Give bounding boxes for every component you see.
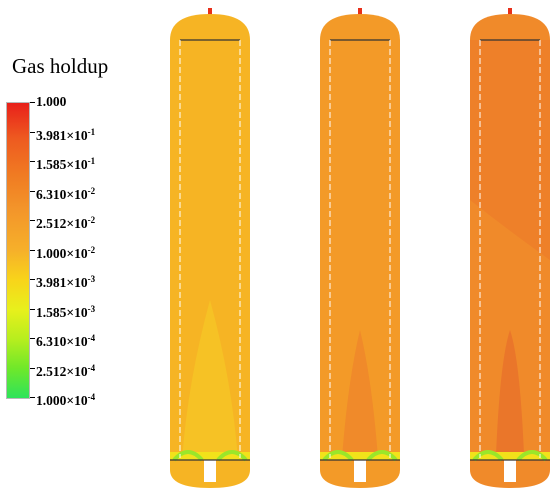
inlet-zone-yellow-2 — [320, 452, 400, 460]
tick-label-base: 2.512×10 — [36, 363, 88, 379]
color-bar-tick — [30, 249, 35, 251]
color-bar-tick-label: 6.310×10-2 — [36, 184, 95, 202]
tick-label-base: 1.000 — [36, 94, 67, 109]
color-bar-tick-label: 2.512×10-2 — [36, 213, 95, 231]
tick-label-base: 3.981×10 — [36, 127, 88, 143]
color-bar-tick-label: 3.981×10-1 — [36, 125, 95, 143]
column-body-1 — [170, 14, 250, 488]
color-bar-tick — [30, 397, 35, 398]
tick-label-base: 1.000×10 — [36, 393, 88, 408]
gas-inlet-2 — [354, 460, 366, 482]
gas-inlet-3 — [504, 460, 516, 482]
color-bar-tick — [30, 367, 35, 369]
tick-label-base: 6.310×10 — [36, 186, 88, 202]
color-bar-tick-label: 2.512×10-4 — [36, 361, 95, 379]
tick-label-exponent: -4 — [87, 333, 96, 343]
tick-label-exponent: -3 — [87, 303, 96, 314]
lower-plume-1 — [182, 300, 238, 460]
reactor-column-3 — [470, 8, 550, 488]
inlet-zone-yellow-1 — [170, 452, 250, 460]
tick-label-exponent: -2 — [87, 185, 96, 196]
gas-outlet-1 — [208, 8, 212, 18]
color-bar-tick-label: 1.000×10-4 — [36, 390, 95, 408]
inlet-zone-yellow-3 — [470, 452, 550, 460]
column-body-2 — [320, 14, 400, 488]
color-bar-tick — [30, 131, 35, 133]
color-bar-tick — [30, 220, 35, 221]
color-bar-tick — [30, 308, 35, 310]
tick-label-exponent: -1 — [87, 126, 96, 137]
color-bar-tick — [30, 161, 35, 162]
lower-plume-2 — [342, 330, 378, 458]
tick-label-base: 3.981×10 — [36, 275, 88, 290]
color-bar-tick — [30, 279, 35, 280]
legend-title: Gas holdup — [12, 54, 109, 78]
tick-label-exponent: -1 — [87, 156, 96, 166]
lower-plume-3 — [496, 330, 524, 455]
tick-label-base: 1.585×10 — [36, 304, 88, 320]
gas-outlet-3 — [508, 8, 512, 18]
color-bar-tick-label: 1.585×10-1 — [36, 154, 95, 172]
color-bar-tick — [30, 338, 35, 339]
color-bar-tick-label: 1.000 — [36, 95, 66, 109]
tick-label-base: 2.512×10 — [36, 216, 88, 231]
color-bar-tick-label: 6.310×10-4 — [36, 331, 95, 349]
tick-label-exponent: -3 — [87, 274, 96, 284]
gas-outlet-2 — [358, 8, 362, 18]
tick-label-exponent: -4 — [87, 392, 96, 402]
color-bar-tick — [30, 102, 35, 103]
color-bar-tick-label: 3.981×10-3 — [36, 272, 95, 290]
inlet-zone-green-3 — [472, 450, 548, 462]
tick-label-exponent: -2 — [87, 215, 96, 225]
tick-label-base: 6.310×10 — [36, 334, 88, 349]
color-bar-tick-label: 1.000×10-2 — [36, 243, 95, 261]
reactor-column-1 — [170, 8, 250, 488]
tick-label-base: 1.000×10 — [36, 245, 88, 261]
inlet-zone-green-1 — [172, 450, 248, 462]
gas-inlet-1 — [204, 460, 216, 482]
reactor-column-2 — [320, 8, 400, 488]
tick-label-base: 1.585×10 — [36, 157, 88, 172]
tick-label-exponent: -2 — [87, 244, 96, 255]
color-bar — [6, 102, 30, 399]
color-bar-tick-label: 1.585×10-3 — [36, 302, 95, 320]
color-bar-tick — [30, 190, 35, 192]
upper-region-3 — [470, 40, 550, 260]
tick-label-exponent: -4 — [87, 362, 96, 373]
inlet-zone-green-2 — [322, 450, 398, 462]
